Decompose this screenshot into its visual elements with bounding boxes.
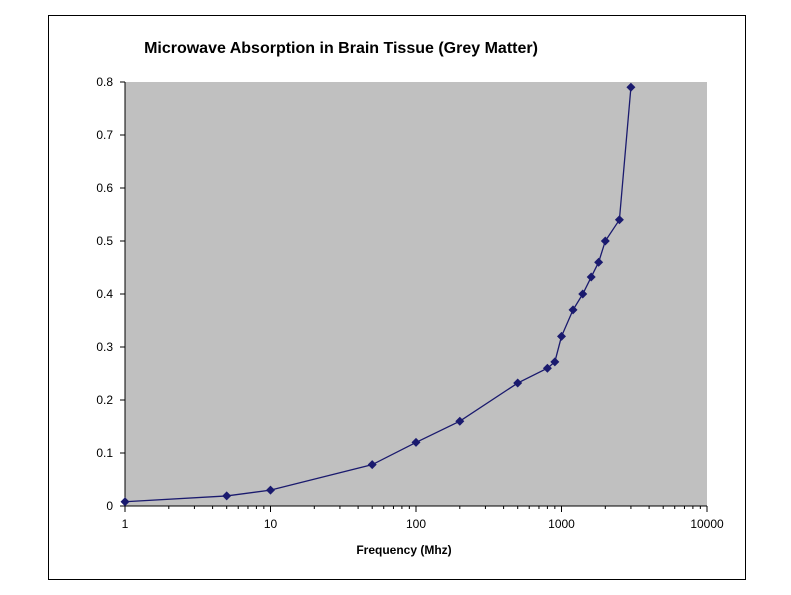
y-tick-label: 0 — [106, 499, 113, 513]
chart-title: Microwave Absorption in Brain Tissue (Gr… — [144, 40, 538, 57]
data-point — [557, 331, 566, 341]
y-tick-label: 0.8 — [96, 75, 113, 89]
data-point — [586, 272, 596, 282]
data-point — [222, 491, 232, 501]
data-point — [513, 378, 523, 388]
x-axis: 1 10 100 1000 10000 — [122, 505, 724, 531]
data-point — [614, 215, 624, 225]
plot-area — [125, 82, 707, 506]
y-tick-label: 0.6 — [96, 181, 113, 195]
data-point — [120, 497, 130, 507]
y-tick-label: 0.2 — [96, 393, 113, 407]
x-tick-label: 1000 — [548, 517, 575, 531]
data-point — [600, 236, 610, 246]
data-point — [578, 289, 588, 299]
chart-frame: Microwave Absorption in Brain Tissue (Gr… — [48, 15, 746, 580]
y-tick-label: 0.3 — [96, 340, 113, 354]
y-tick-label: 0.4 — [96, 287, 113, 301]
data-point — [542, 363, 552, 373]
y-tick-label: 0.1 — [96, 446, 113, 460]
data-point — [568, 305, 578, 315]
data-series — [120, 82, 636, 507]
data-point — [411, 437, 421, 447]
data-point — [626, 82, 636, 92]
x-tick-label: 10000 — [690, 517, 724, 531]
data-point — [367, 460, 377, 470]
data-point — [550, 357, 560, 367]
x-tick-label: 10 — [264, 517, 278, 531]
y-axis: 0 0.1 0.2 0.3 0.4 0.5 0.6 0.7 0.8 — [96, 75, 126, 513]
data-point — [266, 485, 275, 495]
data-point — [455, 416, 465, 426]
y-tick-label: 0.5 — [96, 234, 113, 248]
x-tick-label: 1 — [122, 517, 129, 531]
y-tick-label: 0.7 — [96, 128, 113, 142]
x-axis-label: Frequency (Mhz) — [356, 543, 451, 557]
data-point — [594, 257, 604, 267]
chart: Microwave Absorption in Brain Tissue (Gr… — [96, 40, 724, 557]
x-tick-label: 100 — [406, 517, 426, 531]
